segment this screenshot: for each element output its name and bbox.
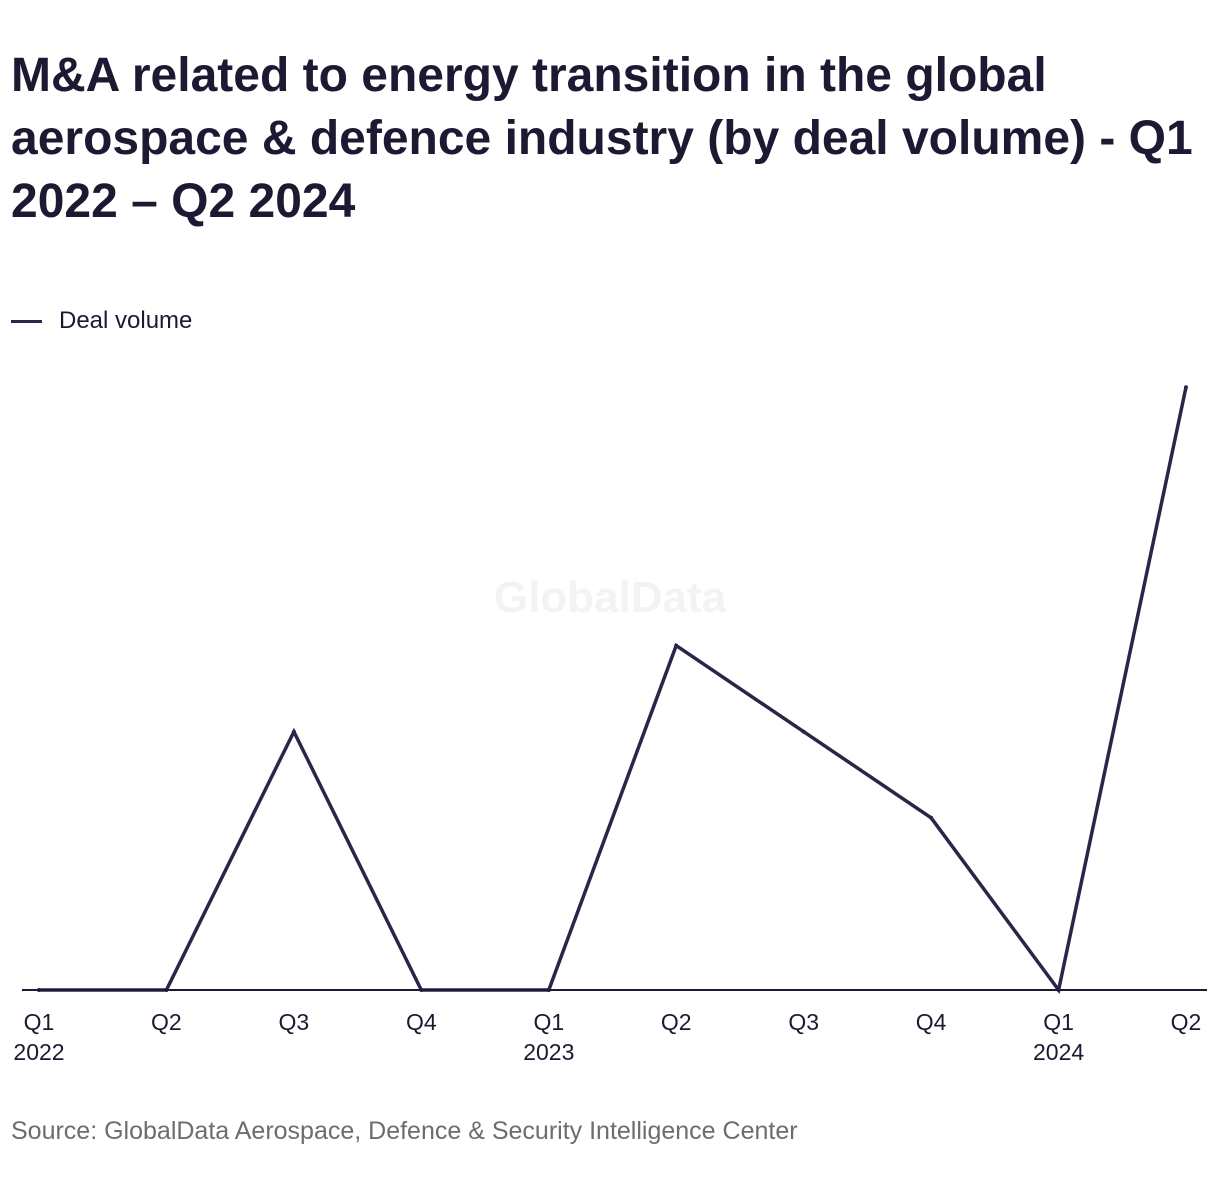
x-tick-label: Q2 xyxy=(661,1009,692,1035)
legend: Deal volume xyxy=(11,306,192,336)
x-axis-ticks: Q1 2022 Q2 Q3 Q4 Q1 2023 Q2 Q3 Q4 Q1 2024 Q2 xyxy=(13,1009,1201,1065)
x-tick-label: Q1 xyxy=(533,1009,564,1035)
data-point[interactable] xyxy=(1184,385,1188,390)
x-tick-label: Q3 xyxy=(279,1009,310,1035)
data-point[interactable] xyxy=(929,815,934,820)
x-tick-label: Q4 xyxy=(916,1009,947,1035)
data-point[interactable] xyxy=(291,729,296,734)
legend-swatch xyxy=(11,319,42,323)
legend-label: Deal volume xyxy=(59,307,193,334)
line-chart: GlobalData Q1 2022 Q2 Q3 Q4 Q1 2023 Q2 Q3 Q4 Q1 202… xyxy=(13,385,1207,1065)
x-tick-label: Q1 xyxy=(24,1009,55,1035)
x-tick-label: Q2 xyxy=(151,1009,182,1035)
x-tick-year-label: 2024 xyxy=(1033,1039,1084,1065)
x-tick-label: Q4 xyxy=(406,1009,437,1035)
x-tick-year-label: 2023 xyxy=(523,1039,574,1065)
plot-area xyxy=(37,385,1188,995)
x-tick-label: Q3 xyxy=(788,1009,819,1035)
x-tick-year-label: 2022 xyxy=(13,1039,64,1065)
data-point[interactable] xyxy=(674,643,679,648)
series-line-0 xyxy=(39,386,1188,995)
source-note: Source: GlobalData Aerospace, Defence & … xyxy=(11,1117,798,1145)
data-point[interactable] xyxy=(801,729,806,734)
watermark: GlobalData xyxy=(494,573,727,622)
x-tick-label: Q1 xyxy=(1043,1009,1074,1035)
chart-title: M&A related to energy transition in the … xyxy=(11,49,1193,228)
x-tick-label: Q2 xyxy=(1171,1009,1202,1035)
